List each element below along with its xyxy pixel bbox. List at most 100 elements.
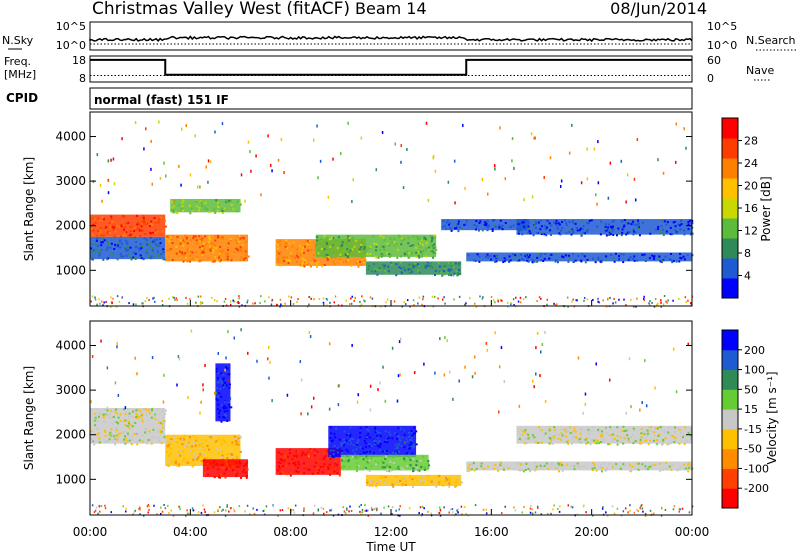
heatmap-cell [223,207,226,210]
heatmap-cell [653,434,656,437]
heatmap-cell [452,397,454,401]
heatmap-cell [448,270,451,273]
heatmap-cell [403,266,406,269]
heatmap-cell [111,422,114,425]
heatmap-cell [432,244,435,247]
heatmap-cell [271,169,273,173]
heatmap-cell [128,415,131,418]
colorbar-segment [722,468,738,489]
heatmap-cell [351,295,353,298]
heatmap-cell [107,413,110,416]
heatmap-cell [241,236,244,239]
heatmap-cell [91,258,94,261]
heatmap-cell [142,420,145,423]
heatmap-cell [105,226,108,229]
heatmap-cell [361,447,364,450]
heatmap-cell [221,442,224,445]
heatmap-cell [326,257,329,260]
heatmap-cell [475,225,478,228]
heatmap-cell [145,221,148,224]
heatmap-cell [320,247,323,250]
heatmap-cell [464,365,466,369]
heatmap-cell [245,474,248,477]
heatmap-cell [168,511,170,514]
heatmap-cell [209,457,212,460]
heatmap-cell [102,420,105,423]
heatmap-cell [174,459,177,462]
heatmap-cell [145,127,147,131]
heatmap-cell [225,462,228,465]
colorbar-tick-label: 12 [744,225,758,238]
heatmap-cell [444,479,447,482]
heatmap-cell [110,511,113,514]
heatmap-cell [219,388,222,391]
heatmap-cell [95,239,98,242]
heatmap-cell [643,433,646,436]
heatmap-cell [178,357,181,361]
heatmap-cell [98,414,101,417]
heatmap-cell [633,511,636,514]
heatmap-cell [97,512,99,515]
heatmap-cell [640,441,643,444]
heatmap-cell [647,443,650,446]
heatmap-cell [94,296,96,299]
heatmap-cell [535,346,537,350]
heatmap-cell [286,473,289,476]
heatmap-cell [655,439,658,442]
heatmap-cell [363,245,366,248]
heatmap-cell [659,469,662,472]
heatmap-cell [120,296,123,299]
heatmap-cell [206,461,209,464]
heatmap-cell [599,220,602,223]
freq-label: Freq. [4,55,31,68]
heatmap-cell [637,468,640,471]
heatmap-cell [352,437,355,440]
heatmap-cell [226,505,228,508]
heatmap-cell [144,233,147,236]
heatmap-cell [646,429,649,432]
heatmap-cell [116,434,119,437]
heatmap-cell [417,235,420,238]
heatmap-cell [604,230,607,233]
heatmap-cell [622,253,625,256]
heatmap-cell [215,236,218,239]
heatmap-cell [282,255,285,258]
heatmap-cell [528,470,531,473]
heatmap-cell [391,483,394,486]
heatmap-cell [688,511,691,514]
heatmap-cell [185,514,187,517]
heatmap-cell [102,234,105,237]
heatmap-cell [356,400,359,404]
heatmap-cell [626,173,629,177]
heatmap-cell [517,232,520,235]
heatmap-cell [506,301,509,304]
heatmap-cell [679,228,682,231]
heatmap-cell [104,408,107,411]
heatmap-cell [540,253,543,256]
heatmap-cell [196,255,199,258]
heatmap-cell [641,221,644,224]
heatmap-cell [527,468,530,471]
heatmap-cell [204,363,206,367]
heatmap-cell [533,260,536,263]
heatmap-cell [634,198,637,202]
heatmap-cell [443,265,446,268]
heatmap-cell [525,219,528,222]
heatmap-cell [225,415,228,418]
heatmap-cell [485,508,488,511]
heatmap-cell [186,461,189,464]
heatmap-cell [662,438,665,441]
heatmap-cell [336,472,339,475]
heatmap-cell [186,512,189,515]
noise-left-tick-bottom: 10^0 [56,39,86,52]
heatmap-cell [290,472,293,475]
heatmap-cell [484,255,487,258]
heatmap-cell [233,508,235,511]
heatmap-cell [185,124,187,128]
heatmap-cell [322,303,325,306]
heatmap-cell [571,123,573,127]
heatmap-cell [453,272,456,275]
heatmap-cell [499,464,502,467]
heatmap-cell [202,504,204,507]
heatmap-cell [354,250,357,253]
